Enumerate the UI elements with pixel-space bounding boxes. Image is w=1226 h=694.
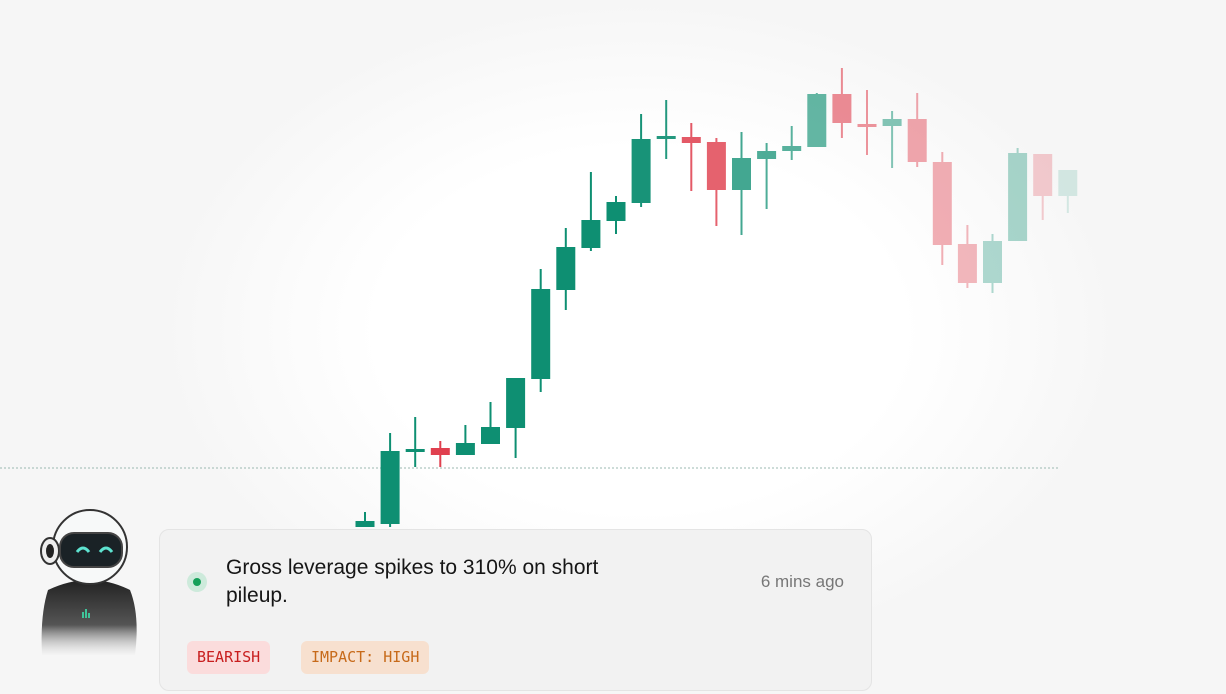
candle xyxy=(631,114,651,207)
candle-body xyxy=(455,443,475,455)
candle-body xyxy=(782,146,802,151)
candle-body xyxy=(732,158,751,190)
notification-card[interactable]: Gross leverage spikes to 310% on short p… xyxy=(159,529,872,691)
impact-badge: IMPACT: HIGH xyxy=(301,641,430,674)
candle xyxy=(732,132,751,235)
candle xyxy=(455,425,475,455)
candle xyxy=(506,378,526,458)
candle xyxy=(581,172,601,251)
robot-mascot-icon xyxy=(40,509,137,655)
candle-body xyxy=(706,142,726,190)
candle-body xyxy=(606,202,626,221)
sentiment-badge: BEARISH xyxy=(187,641,271,674)
candle xyxy=(531,269,551,392)
candle xyxy=(430,441,450,467)
candle-body xyxy=(882,119,902,126)
status-dot-icon xyxy=(187,572,207,592)
candle xyxy=(907,93,927,167)
candle-body xyxy=(581,220,601,248)
candle-body xyxy=(556,247,576,290)
candle-body xyxy=(857,124,877,127)
candles xyxy=(355,68,1078,527)
candle xyxy=(1058,170,1078,213)
candle-body xyxy=(983,241,1002,283)
candle xyxy=(807,93,827,147)
candle xyxy=(405,417,425,467)
candle xyxy=(857,90,877,155)
candle-body xyxy=(907,119,927,162)
candle xyxy=(983,234,1002,293)
candle-body xyxy=(430,448,450,455)
candle xyxy=(380,433,400,527)
candle xyxy=(1033,154,1053,220)
candle-body xyxy=(1033,154,1053,196)
notification-headline: Gross leverage spikes to 310% on short p… xyxy=(226,556,599,607)
candle-body xyxy=(832,94,852,123)
notification-timestamp: 6 mins ago xyxy=(760,572,844,591)
candle xyxy=(355,512,375,527)
candle-body xyxy=(631,139,651,203)
candle-body xyxy=(405,449,425,452)
candle xyxy=(681,123,701,191)
candle xyxy=(757,143,777,209)
candle xyxy=(556,228,576,310)
candle-body xyxy=(531,289,551,379)
candle xyxy=(932,152,952,265)
candle-body xyxy=(932,162,952,245)
candle-body xyxy=(506,378,526,428)
candle-body xyxy=(481,427,500,444)
candle-body xyxy=(656,136,676,139)
candle xyxy=(656,100,676,159)
candle-body xyxy=(355,521,375,527)
candle-body xyxy=(757,151,777,159)
candle xyxy=(782,126,802,160)
candle xyxy=(832,68,852,138)
candle xyxy=(706,138,726,226)
candle-body xyxy=(681,137,701,143)
candle-body xyxy=(1058,170,1078,196)
candle xyxy=(882,111,902,168)
candle-body xyxy=(957,244,977,283)
candle xyxy=(606,196,626,234)
candle-body xyxy=(380,451,400,524)
candle-body xyxy=(1008,153,1028,241)
candle xyxy=(481,402,500,444)
candle-body xyxy=(807,94,827,147)
candle xyxy=(957,225,977,288)
candle xyxy=(1008,148,1028,241)
